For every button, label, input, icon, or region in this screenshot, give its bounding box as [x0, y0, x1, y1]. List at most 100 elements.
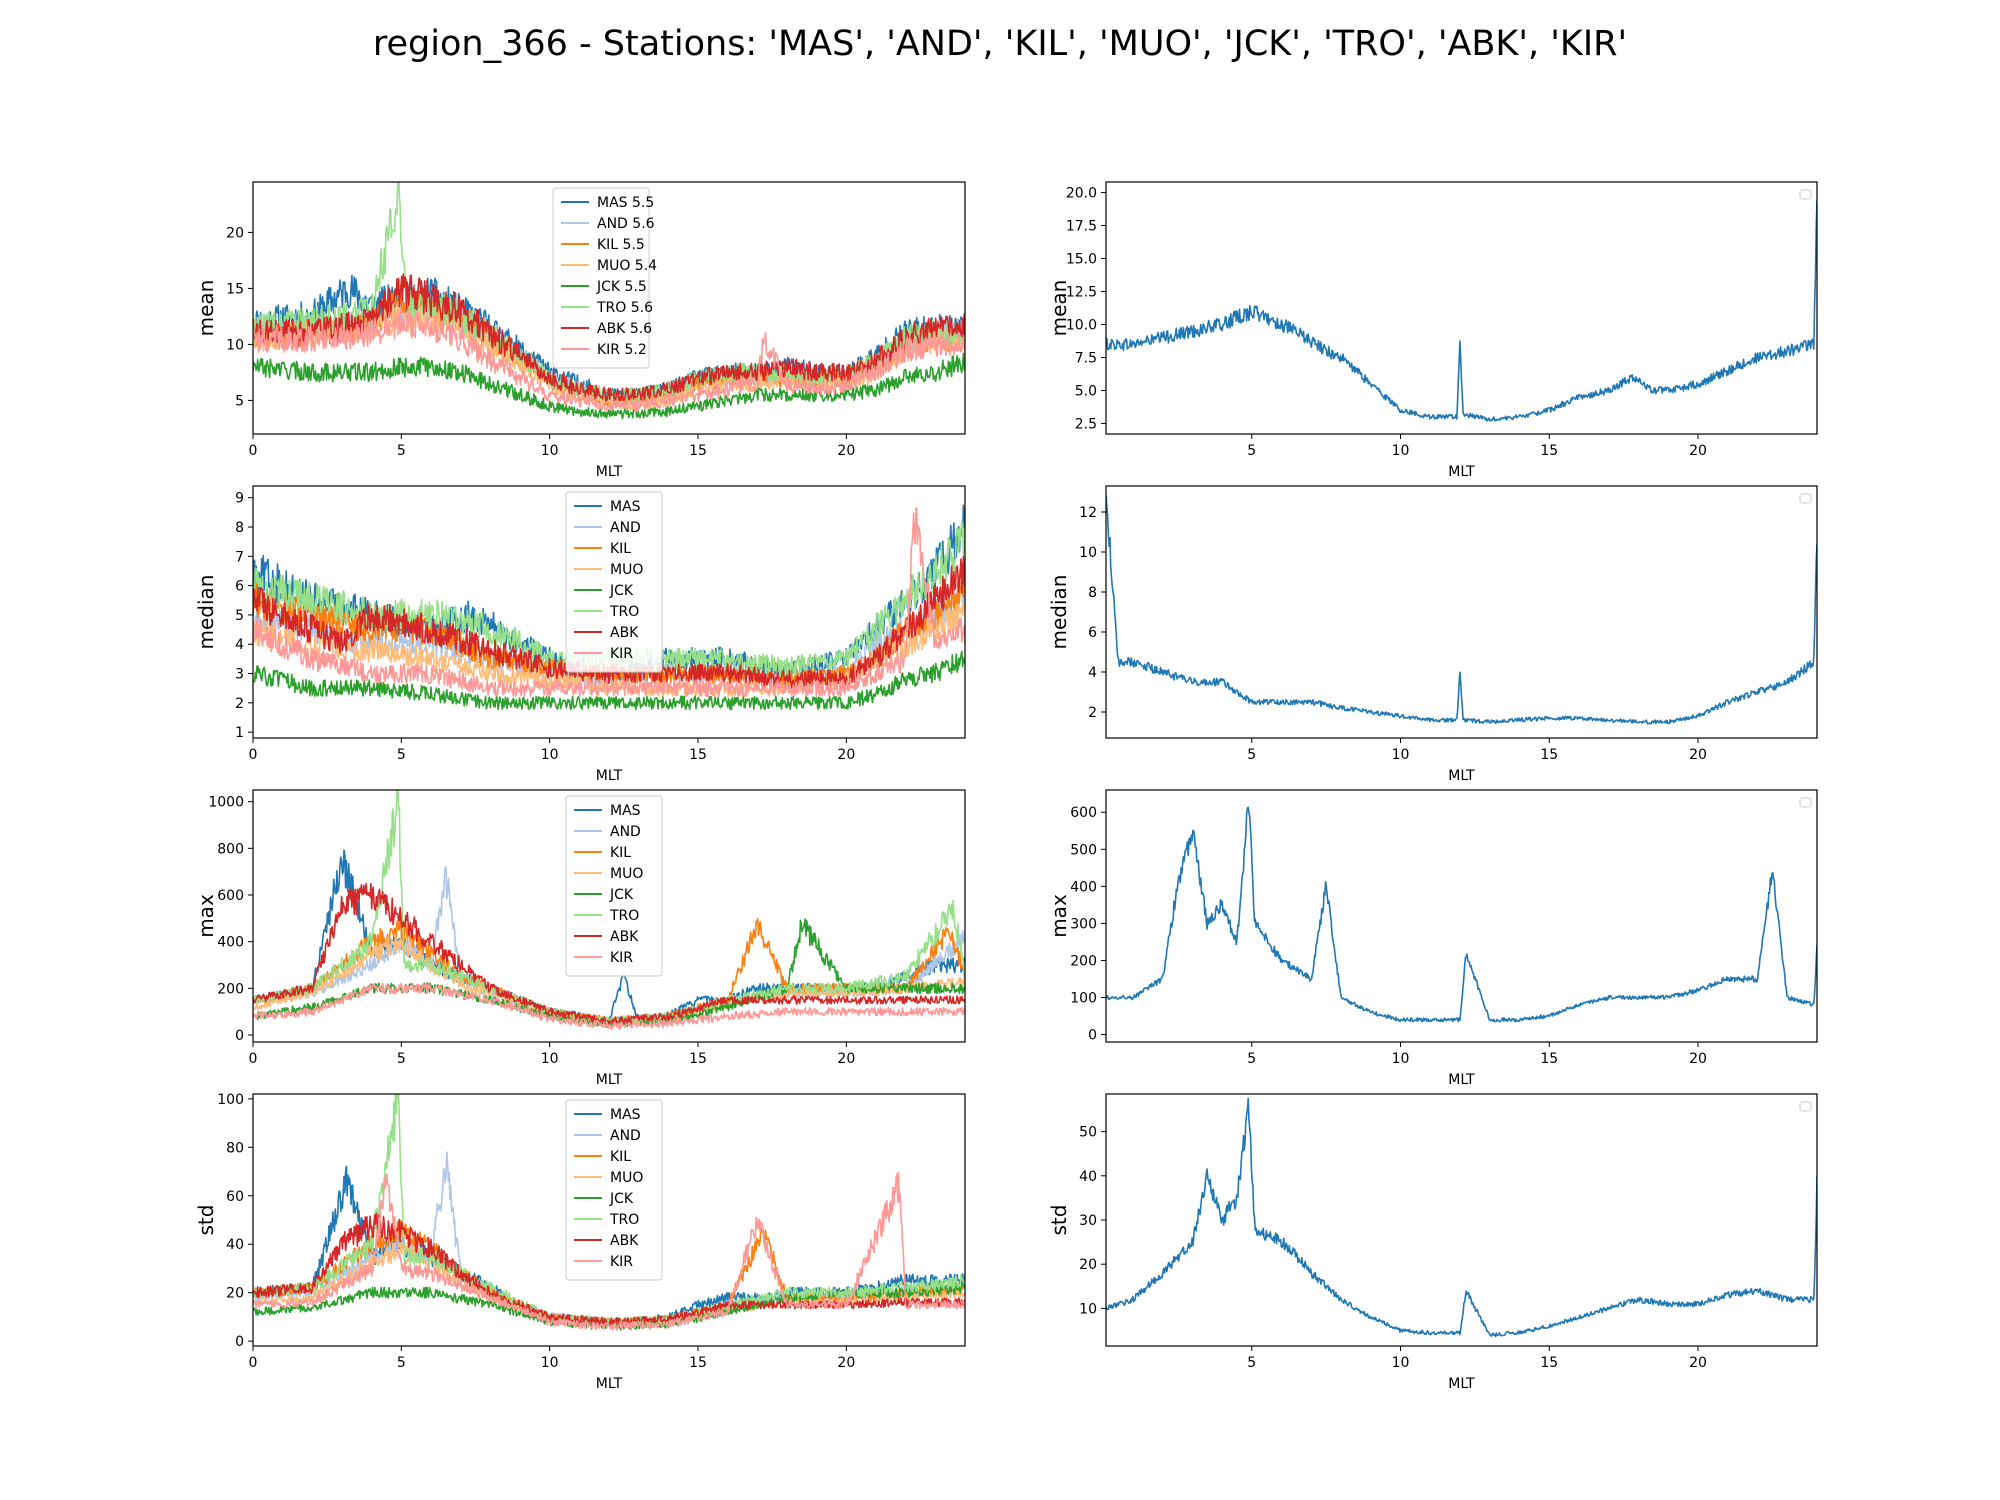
x-tick-label: 5: [1247, 1051, 1256, 1067]
legend-label-mas: MAS: [610, 1107, 641, 1123]
x-tick-label: 20: [837, 1355, 855, 1371]
x-tick-label: 5: [1247, 443, 1256, 459]
y-axis-label: median: [194, 575, 218, 650]
y-tick-label: 5: [235, 608, 244, 624]
y-tick-label: 10: [226, 337, 244, 353]
legend-box-empty: [1799, 493, 1812, 504]
axes-frame: [1105, 485, 1818, 739]
y-tick-label: 800: [217, 841, 244, 857]
legend-label-mas: MAS: [610, 803, 641, 819]
x-tick-label: 0: [249, 1051, 258, 1067]
x-tick-label: 15: [689, 747, 707, 763]
y-tick-label: 20: [1079, 1257, 1097, 1273]
legend: MAS 5.5 AND 5.6 KIL 5.5 MUO 5.4 JCK 5.5 TRO 5…: [552, 187, 657, 369]
axes-frame: [252, 181, 966, 435]
legend-label-kil: KIL: [610, 845, 631, 861]
y-tick-label: 10: [1079, 545, 1097, 561]
y-tick-label: 500: [1070, 842, 1097, 858]
subplot-std-stations: 0 5 10 15 20 0 20 40 60 80 100 MLT std MAS AND KIL MUO JC…: [194, 1092, 966, 1392]
y-tick-label: 10.0: [1066, 317, 1097, 333]
x-tick-label: 10: [541, 1051, 559, 1067]
x-tick-label: 5: [397, 1051, 406, 1067]
legend-label-jck: JCK 5.5: [596, 279, 647, 295]
legend: MAS AND KIL MUO JCK TRO ABK KIR: [565, 1099, 663, 1281]
x-tick-label: 10: [541, 1355, 559, 1371]
y-tick-label: 400: [1070, 879, 1097, 895]
y-tick-label: 9: [235, 491, 244, 507]
legend-label-and: AND: [610, 1128, 641, 1144]
subplot-median-stations: 0 5 10 15 20 1 2 3 4 5 6 7 8 9 MLT median MAS AND KIL MUO JC…: [194, 485, 966, 784]
y-tick-label: 8: [235, 520, 244, 536]
series-line-kir: [253, 308, 965, 413]
y-tick-label: 40: [1079, 1169, 1097, 1185]
x-tick-label: 10: [1392, 747, 1410, 763]
legend: MAS AND KIL MUO JCK TRO ABK KIR: [565, 795, 663, 977]
subplot-mean-stations: 0 5 10 15 20 5 10 15 20 MLT mean MAS 5.5 AND 5.6 KIL …: [194, 181, 966, 480]
x-axis-label: MLT: [596, 768, 623, 784]
x-tick-label: 20: [837, 1051, 855, 1067]
legend-label-muo: MUO: [610, 866, 643, 882]
legend-label-kir: KIR: [610, 646, 633, 662]
x-tick-label: 5: [1247, 1355, 1256, 1371]
series-line-aggregate: [1106, 494, 1817, 725]
y-tick-label: 60: [226, 1189, 244, 1205]
legend-label-mas: MAS 5.5: [597, 195, 654, 211]
y-tick-label: 8: [1088, 585, 1097, 601]
subplot-median-aggregate: 5 10 15 20 2 4 6 8 10 12 MLT median: [1047, 485, 1818, 784]
x-tick-label: 5: [1247, 747, 1256, 763]
legend-label-abk: ABK 5.6: [597, 321, 652, 337]
y-tick-label: 15: [226, 281, 244, 297]
y-tick-label: 1000: [208, 795, 244, 811]
plot-area: [1106, 199, 1817, 422]
y-tick-label: 1: [235, 725, 244, 741]
x-axis-label: MLT: [596, 1376, 623, 1392]
series-line-jck: [253, 352, 965, 420]
y-axis-label: std: [194, 1205, 218, 1236]
axes-frame: [1105, 1093, 1818, 1347]
axes-frame: [1105, 789, 1818, 1043]
y-axis-label: mean: [1047, 280, 1071, 337]
y-tick-label: 5: [235, 393, 244, 409]
x-tick-label: 0: [249, 747, 258, 763]
y-axis-label: std: [1047, 1205, 1071, 1236]
subplot-max-stations: 0 5 10 15 2002004006008001000MLTmaxMASANDKIL…: [194, 789, 966, 1088]
legend-box: [565, 491, 663, 673]
plot-area: [253, 504, 965, 711]
y-tick-label: 600: [1070, 805, 1097, 821]
y-tick-label: 20: [226, 1286, 244, 1302]
legend-box: [565, 795, 663, 977]
x-tick-label: 10: [541, 747, 559, 763]
x-axis-label: MLT: [596, 464, 623, 480]
legend-label-abk: ABK: [610, 625, 639, 641]
x-tick-label: 20: [1689, 1051, 1707, 1067]
x-tick-label: 0: [249, 443, 258, 459]
y-tick-label: 200: [1070, 953, 1097, 969]
series-line-aggregate: [1106, 806, 1817, 1023]
x-axis-label: MLT: [1448, 464, 1475, 480]
legend-label-tro: TRO: [609, 604, 639, 620]
figure-title: region_366 - Stations: 'MAS', 'AND', 'KI…: [373, 24, 1627, 64]
legend-label-kil: KIL: [610, 541, 631, 557]
x-tick-label: 20: [1689, 443, 1707, 459]
legend-label-and: AND: [610, 824, 641, 840]
y-tick-label: 6: [1088, 625, 1097, 641]
x-tick-label: 20: [1689, 1355, 1707, 1371]
y-axis-label: max: [194, 894, 218, 938]
series-line-aggregate: [1106, 199, 1817, 422]
y-tick-label: 15.0: [1066, 252, 1097, 268]
series-line-kir: [253, 1171, 965, 1331]
legend-box-empty: [1799, 189, 1812, 200]
y-tick-label: 100: [1070, 991, 1097, 1007]
x-tick-label: 5: [397, 1355, 406, 1371]
y-tick-label: 30: [1079, 1213, 1097, 1229]
x-tick-label: 5: [397, 747, 406, 763]
x-tick-label: 20: [837, 443, 855, 459]
plot-area: [1106, 494, 1817, 725]
x-axis-label: MLT: [1448, 1376, 1475, 1392]
axes-frame: [252, 485, 966, 739]
y-axis-label: max: [1047, 894, 1071, 938]
legend-label-kir: KIR: [610, 950, 633, 966]
axes-frame: [252, 789, 966, 1043]
x-tick-label: 15: [689, 1355, 707, 1371]
